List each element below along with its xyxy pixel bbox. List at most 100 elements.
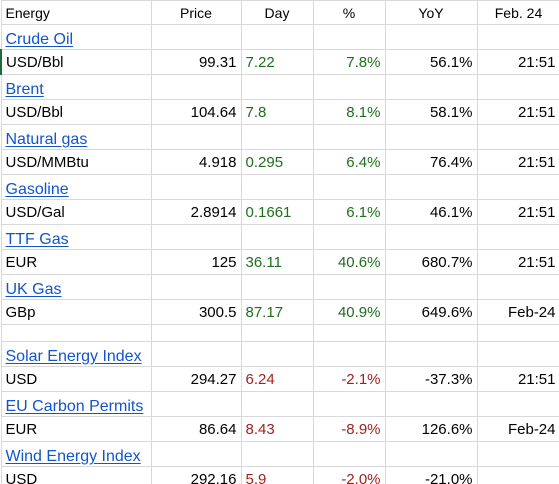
cell[interactable]: [312, 341, 386, 367]
cell[interactable]: [312, 274, 386, 300]
unit-cell[interactable]: GBp: [0, 299, 152, 325]
price-cell[interactable]: 99.31: [150, 49, 242, 75]
commodity-name-cell[interactable]: Solar Energy Index: [0, 341, 152, 367]
header-day[interactable]: Day: [240, 0, 314, 25]
cell[interactable]: [476, 324, 559, 342]
day-change-cell[interactable]: 0.295: [240, 149, 314, 175]
cell[interactable]: [476, 174, 559, 200]
percent-change-cell[interactable]: -2.0%: [312, 466, 386, 484]
cell[interactable]: [150, 224, 242, 250]
commodity-name-cell[interactable]: Wind Energy Index: [0, 441, 152, 467]
time-cell[interactable]: [476, 466, 559, 484]
price-cell[interactable]: 104.64: [150, 99, 242, 125]
yoy-cell[interactable]: 46.1%: [384, 199, 478, 225]
cell[interactable]: [150, 441, 242, 467]
commodity-name-cell[interactable]: TTF Gas: [0, 224, 152, 250]
time-cell[interactable]: 21:51: [476, 99, 559, 125]
cell[interactable]: [384, 341, 478, 367]
price-cell[interactable]: 2.8914: [150, 199, 242, 225]
cell[interactable]: [384, 441, 478, 467]
day-change-cell[interactable]: 7.22: [240, 49, 314, 75]
cell[interactable]: [312, 441, 386, 467]
yoy-cell[interactable]: -21.0%: [384, 466, 478, 484]
commodity-name-cell[interactable]: EU Carbon Permits: [0, 391, 152, 417]
cell[interactable]: [150, 274, 242, 300]
cell[interactable]: [240, 391, 314, 417]
cell[interactable]: [476, 341, 559, 367]
yoy-cell[interactable]: 649.6%: [384, 299, 478, 325]
cell[interactable]: [150, 74, 242, 100]
header-price[interactable]: Price: [150, 0, 242, 25]
commodity-name-cell[interactable]: UK Gas: [0, 274, 152, 300]
commodity-link-eu-carbon-permits[interactable]: EU Carbon Permits: [5, 398, 144, 415]
cell[interactable]: [0, 324, 152, 342]
price-cell[interactable]: 4.918: [150, 149, 242, 175]
unit-cell[interactable]: USD/Gal: [0, 199, 152, 225]
cell[interactable]: [240, 274, 314, 300]
day-change-cell[interactable]: 36.11: [240, 249, 314, 275]
unit-cell[interactable]: EUR: [0, 416, 152, 442]
commodity-name-cell[interactable]: Crude Oil: [0, 24, 152, 50]
price-cell[interactable]: 294.27: [150, 366, 242, 392]
cell[interactable]: [476, 74, 559, 100]
cell[interactable]: [384, 274, 478, 300]
cell[interactable]: [384, 324, 478, 342]
unit-cell[interactable]: EUR: [0, 249, 152, 275]
price-cell[interactable]: 86.64: [150, 416, 242, 442]
commodity-link-uk-gas[interactable]: UK Gas: [5, 281, 62, 298]
cell[interactable]: [240, 341, 314, 367]
yoy-cell[interactable]: 56.1%: [384, 49, 478, 75]
commodity-link-gasoline[interactable]: Gasoline: [5, 181, 69, 198]
cell[interactable]: [476, 391, 559, 417]
cell[interactable]: [476, 24, 559, 50]
cell[interactable]: [150, 174, 242, 200]
cell[interactable]: [476, 441, 559, 467]
time-cell[interactable]: Feb-24: [476, 299, 559, 325]
cell[interactable]: [384, 124, 478, 150]
percent-change-cell[interactable]: 40.9%: [312, 299, 386, 325]
cell[interactable]: [150, 391, 242, 417]
cell[interactable]: [384, 74, 478, 100]
unit-cell[interactable]: USD/MMBtu: [0, 149, 152, 175]
percent-change-cell[interactable]: -8.9%: [312, 416, 386, 442]
cell[interactable]: [240, 124, 314, 150]
day-change-cell[interactable]: 0.1661: [240, 199, 314, 225]
commodity-name-cell[interactable]: Brent: [0, 74, 152, 100]
cell[interactable]: [312, 391, 386, 417]
percent-change-cell[interactable]: 40.6%: [312, 249, 386, 275]
cell[interactable]: [384, 224, 478, 250]
yoy-cell[interactable]: -37.3%: [384, 366, 478, 392]
percent-change-cell[interactable]: 6.1%: [312, 199, 386, 225]
cell[interactable]: [240, 224, 314, 250]
cell[interactable]: [476, 224, 559, 250]
unit-cell[interactable]: USD: [0, 366, 152, 392]
unit-cell[interactable]: USD/Bbl: [0, 99, 152, 125]
unit-cell[interactable]: USD: [0, 466, 152, 484]
cell[interactable]: [476, 124, 559, 150]
cell[interactable]: [384, 391, 478, 417]
time-cell[interactable]: 21:51: [476, 249, 559, 275]
time-cell[interactable]: 21:51: [476, 366, 559, 392]
time-cell[interactable]: Feb-24: [476, 416, 559, 442]
time-cell[interactable]: 21:51: [476, 149, 559, 175]
commodity-link-brent[interactable]: Brent: [5, 81, 44, 98]
cell[interactable]: [150, 324, 242, 342]
commodity-name-cell[interactable]: Natural gas: [0, 124, 152, 150]
yoy-cell[interactable]: 76.4%: [384, 149, 478, 175]
commodity-name-cell[interactable]: Gasoline: [0, 174, 152, 200]
percent-change-cell[interactable]: 7.8%: [312, 49, 386, 75]
commodity-link-wind-energy-index[interactable]: Wind Energy Index: [5, 448, 141, 465]
commodity-link-ttf-gas[interactable]: TTF Gas: [5, 231, 69, 248]
day-change-cell[interactable]: 6.24: [240, 366, 314, 392]
header-date[interactable]: Feb. 24: [476, 0, 559, 25]
percent-change-cell[interactable]: 8.1%: [312, 99, 386, 125]
cell[interactable]: [240, 441, 314, 467]
unit-cell[interactable]: USD/Bbl: [0, 49, 152, 75]
cell[interactable]: [384, 174, 478, 200]
percent-change-cell[interactable]: 6.4%: [312, 149, 386, 175]
cell[interactable]: [240, 174, 314, 200]
cell[interactable]: [312, 74, 386, 100]
day-change-cell[interactable]: 87.17: [240, 299, 314, 325]
price-cell[interactable]: 125: [150, 249, 242, 275]
cell[interactable]: [312, 24, 386, 50]
